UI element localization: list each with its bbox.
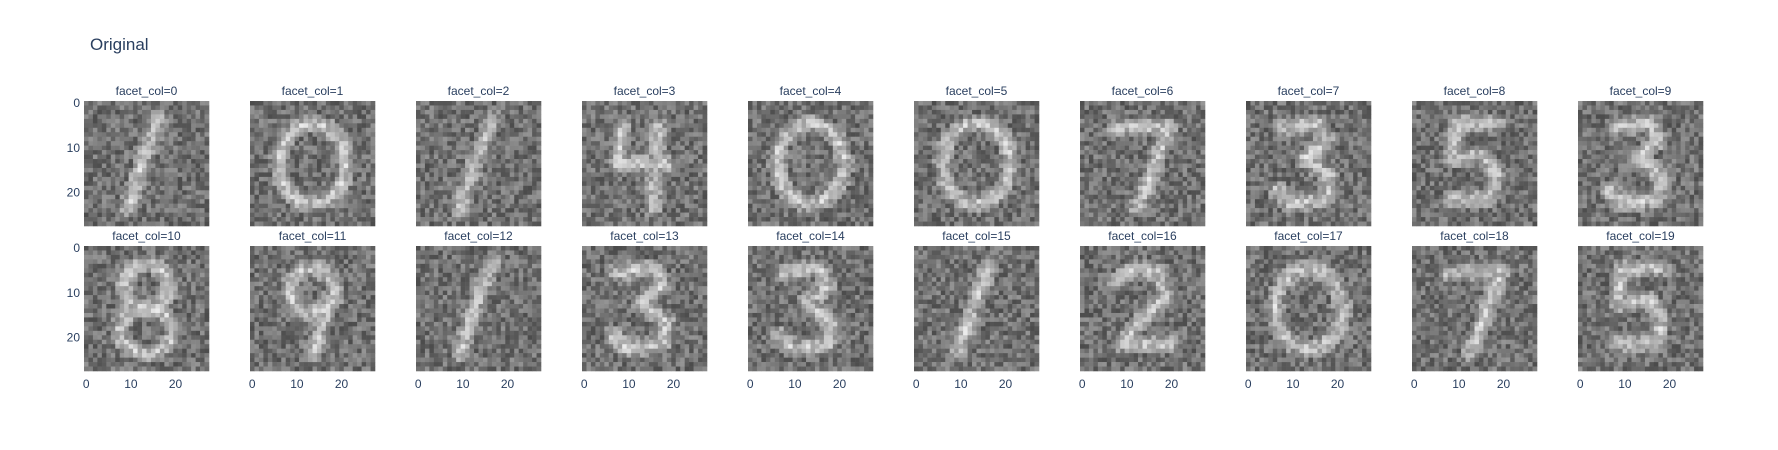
x-tick-label: 0 (1577, 377, 1584, 391)
facet-label: facet_col=8 (1444, 84, 1506, 98)
facet-label: facet_col=3 (614, 84, 676, 98)
facet-panel: facet_col=10 0 10 20 0 10 20 (67, 229, 210, 391)
x-tick-label: 20 (1663, 377, 1677, 391)
facet-panel: facet_col=14 0 10 20 (747, 229, 874, 391)
x-tick-label: 0 (1079, 377, 1086, 391)
x-tick-label: 0 (913, 377, 920, 391)
facet-panel: facet_col=11 0 10 20 (249, 229, 376, 391)
x-tick-label: 0 (1411, 377, 1418, 391)
facet-label: facet_col=13 (610, 229, 679, 243)
heatmap-image (914, 246, 1040, 372)
x-tick-label: 10 (1120, 377, 1134, 391)
facet-panel: facet_col=1 (250, 84, 376, 227)
x-tick-label: 20 (667, 377, 681, 391)
heatmap-image (416, 101, 542, 227)
heatmap-image (748, 246, 874, 372)
heatmap-image (1246, 246, 1372, 372)
x-tick-label: 20 (1331, 377, 1345, 391)
x-tick-label: 20 (1497, 377, 1511, 391)
facet-label: facet_col=7 (1278, 84, 1340, 98)
x-tick-label: 0 (249, 377, 256, 391)
facet-panel: facet_col=3 (582, 84, 708, 227)
x-tick-label: 0 (747, 377, 754, 391)
x-tick-label: 0 (581, 377, 588, 391)
facet-panel: facet_col=6 (1080, 84, 1206, 227)
heatmap-image (914, 101, 1040, 227)
facet-label: facet_col=6 (1112, 84, 1174, 98)
y-tick-label: 10 (67, 286, 81, 300)
heatmap-image (1578, 101, 1704, 227)
heatmap-image (1246, 101, 1372, 227)
facet-panel: facet_col=18 0 10 20 (1411, 229, 1538, 391)
x-tick-label: 0 (83, 377, 90, 391)
x-tick-label: 20 (335, 377, 349, 391)
heatmap-image (748, 101, 874, 227)
facet-label: facet_col=15 (942, 229, 1011, 243)
x-tick-label: 10 (1618, 377, 1632, 391)
facet-label: facet_col=14 (776, 229, 845, 243)
facet-panel: facet_col=5 (914, 84, 1040, 227)
x-tick-label: 20 (501, 377, 515, 391)
heatmap-image (416, 246, 542, 372)
facet-label: facet_col=12 (444, 229, 513, 243)
x-tick-label: 10 (290, 377, 304, 391)
heatmap-image (84, 246, 210, 372)
x-tick-label: 10 (124, 377, 138, 391)
facet-panel: facet_col=13 0 10 20 (581, 229, 708, 391)
facet-panel: facet_col=4 (748, 84, 874, 227)
y-tick-label: 20 (67, 331, 81, 345)
y-tick-label: 0 (73, 241, 80, 255)
heatmap-image (582, 101, 708, 227)
facet-label: facet_col=0 (116, 84, 178, 98)
heatmap-image (250, 246, 376, 372)
y-tick-label: 0 (73, 96, 80, 110)
facet-panel: facet_col=8 (1412, 84, 1538, 227)
facet-panel: facet_col=19 0 10 20 (1577, 229, 1704, 391)
facet-label: facet_col=10 (112, 229, 181, 243)
heatmap-image (1080, 246, 1206, 372)
x-tick-label: 10 (1286, 377, 1300, 391)
x-tick-label: 20 (1165, 377, 1179, 391)
facet-label: facet_col=2 (448, 84, 510, 98)
x-tick-label: 20 (999, 377, 1013, 391)
heatmap-image (1412, 101, 1538, 227)
heatmap-image (1578, 246, 1704, 372)
heatmap-image (1080, 101, 1206, 227)
facet-label: facet_col=4 (780, 84, 842, 98)
facet-panel: facet_col=12 0 10 20 (415, 229, 542, 391)
y-tick-label: 10 (67, 141, 81, 155)
facet-label: facet_col=19 (1606, 229, 1675, 243)
facet-label: facet_col=16 (1108, 229, 1177, 243)
y-tick-label: 20 (67, 186, 81, 200)
x-tick-label: 10 (788, 377, 802, 391)
x-tick-label: 20 (169, 377, 183, 391)
x-tick-label: 10 (456, 377, 470, 391)
facet-panel: facet_col=9 (1578, 84, 1704, 227)
x-tick-label: 10 (1452, 377, 1466, 391)
facet-panel: facet_col=0 0 10 20 (67, 84, 210, 227)
x-tick-label: 0 (1245, 377, 1252, 391)
x-tick-label: 20 (833, 377, 847, 391)
x-tick-label: 10 (954, 377, 968, 391)
x-tick-label: 10 (622, 377, 636, 391)
facet-label: facet_col=17 (1274, 229, 1343, 243)
facet-label: facet_col=11 (279, 229, 347, 243)
chart-title: Original (90, 35, 149, 54)
facet-panel: facet_col=17 0 10 20 (1245, 229, 1372, 391)
facet-panel: facet_col=16 0 10 20 (1079, 229, 1206, 391)
heatmap-image (1412, 246, 1538, 372)
facet-label: facet_col=5 (946, 84, 1008, 98)
facet-panel: facet_col=15 0 10 20 (913, 229, 1040, 391)
heatmap-image (582, 246, 708, 372)
heatmap-image (84, 101, 210, 227)
facet-panel: facet_col=7 (1246, 84, 1372, 227)
heatmap-image (250, 101, 376, 227)
x-tick-label: 0 (415, 377, 422, 391)
facet-label: facet_col=1 (282, 84, 344, 98)
facet-panel: facet_col=2 (416, 84, 542, 227)
facet-label: facet_col=18 (1440, 229, 1509, 243)
facet-label: facet_col=9 (1610, 84, 1672, 98)
